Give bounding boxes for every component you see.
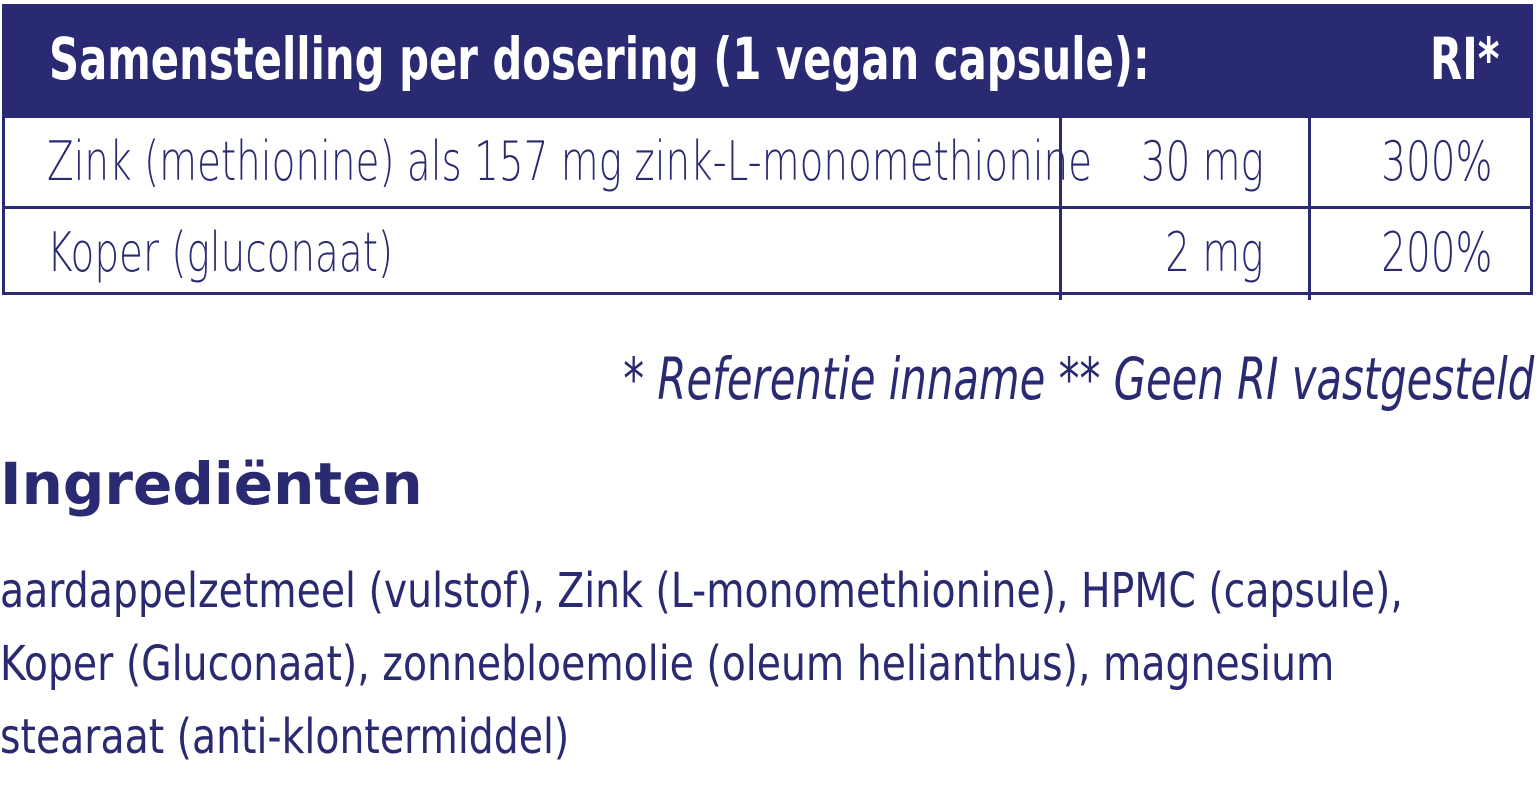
nutrient-amount: 2 mg: [1059, 209, 1311, 300]
table-header: Samenstelling per dosering (1 vegan caps…: [5, 7, 1530, 115]
footnote: * Referentie inname ** Geen RI vastgeste…: [622, 345, 1534, 413]
table-header-title: Samenstelling per dosering (1 vegan caps…: [49, 25, 1150, 93]
nutrition-table: Samenstelling per dosering (1 vegan caps…: [2, 4, 1533, 300]
nutrient-ri: 300%: [1380, 130, 1492, 193]
nutrient-name: Zink (methionine) als 157 mg zink-L-mono…: [47, 130, 1093, 193]
table-row: Koper (gluconaat) 2 mg 200%: [5, 206, 1530, 300]
nutrient-name: Koper (gluconaat): [47, 221, 394, 284]
ingredients-line: Koper (Gluconaat), zonnebloemolie (oleum…: [0, 636, 1335, 692]
table-header-ri: RI*: [1430, 25, 1500, 93]
nutrient-ri: 200%: [1380, 221, 1492, 284]
ingredients-line: stearaat (anti-klontermiddel): [0, 709, 570, 765]
ingredients-line: aardappelzetmeel (vulstof), Zink (L-mono…: [0, 563, 1403, 619]
nutrient-amount: 30 mg: [1059, 118, 1311, 209]
ingredients-text: aardappelzetmeel (vulstof), Zink (L-mono…: [0, 555, 1536, 774]
ingredients-heading: Ingrediënten: [0, 450, 423, 518]
table-row: Zink (methionine) als 157 mg zink-L-mono…: [5, 115, 1530, 209]
